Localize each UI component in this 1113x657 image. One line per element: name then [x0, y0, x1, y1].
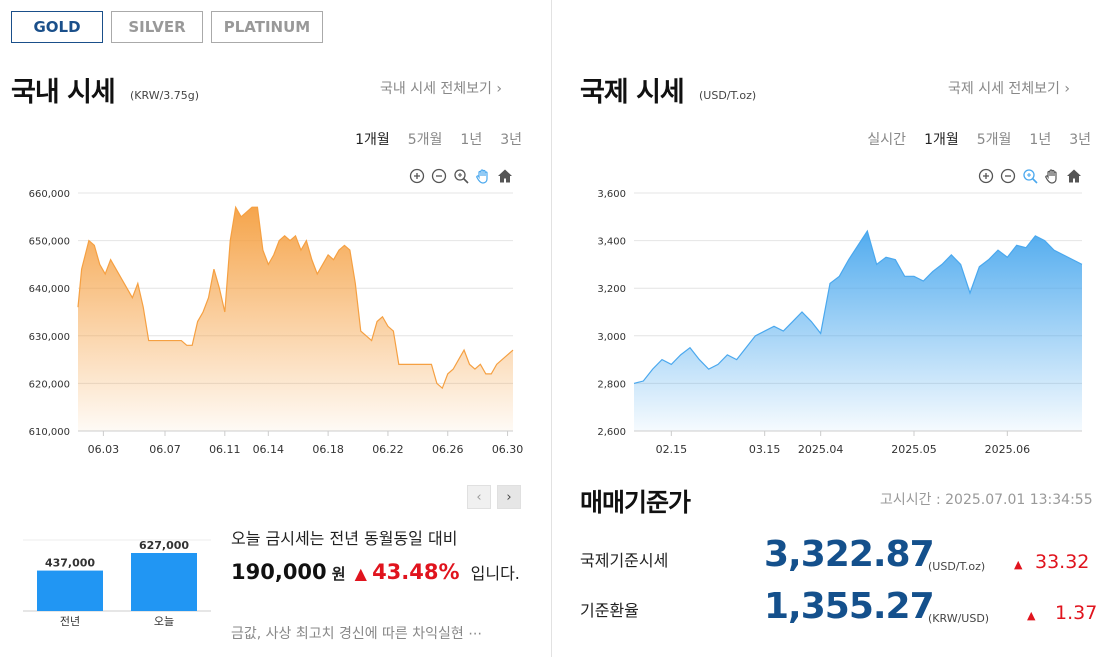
area-fill [78, 207, 513, 431]
x-tick-label: 06.30 [492, 443, 524, 456]
tab-silver[interactable]: SILVER [111, 11, 203, 43]
y-tick-label: 3,400 [597, 237, 626, 248]
news-pager: ‹ › [467, 485, 521, 509]
zoom-out-icon[interactable] [1000, 168, 1016, 184]
exchange-rate-change: 1.37 [1055, 602, 1098, 624]
y-tick-label: 640,000 [29, 284, 70, 295]
international-more-link[interactable]: 국제 시세 전체보기 › [948, 81, 1070, 97]
y-tick-label: 2,600 [597, 427, 626, 438]
international-chart-toolbar [978, 168, 1082, 184]
international-period-5m[interactable]: 5개월 [976, 132, 1012, 148]
bar-value-label: 437,000 [45, 557, 95, 570]
compare-bar [131, 553, 197, 611]
y-tick-label: 620,000 [29, 379, 70, 390]
international-unit: (USD/T.oz) [699, 89, 757, 102]
international-period-tabs: 실시간 1개월 5개월 1년 3년 [849, 129, 1091, 149]
zoom-select-icon[interactable] [1022, 168, 1038, 184]
international-period-1m[interactable]: 1개월 [924, 132, 959, 148]
x-tick-label: 06.22 [372, 443, 404, 456]
panel-divider [551, 0, 552, 657]
x-tick-label: 06.18 [312, 443, 344, 456]
bar-category-label: 오늘 [154, 615, 174, 628]
domestic-period-5m[interactable]: 5개월 [407, 132, 443, 148]
pan-hand-icon[interactable] [1044, 168, 1060, 184]
tab-gold[interactable]: GOLD [11, 11, 103, 43]
up-arrow-icon: ▲ [354, 564, 367, 583]
comparison-prefix: 오늘 금시세는 전년 동월동일 대비 [231, 529, 458, 548]
zoom-in-icon[interactable] [978, 168, 994, 184]
pan-hand-icon[interactable] [475, 168, 491, 184]
exchange-rate-unit: (KRW/USD) [928, 612, 990, 625]
domestic-chart-toolbar [409, 168, 513, 184]
metal-tabs: GOLD SILVER PLATINUM [11, 11, 323, 43]
y-tick-label: 610,000 [29, 427, 70, 438]
x-tick-label: 06.26 [432, 443, 464, 456]
trade-title: 매매기준가 [580, 488, 691, 517]
international-period-realtime[interactable]: 실시간 [867, 132, 907, 148]
domestic-period-1m[interactable]: 1개월 [355, 132, 390, 148]
series-line [77, 205, 514, 390]
y-tick-label: 3,000 [597, 332, 626, 343]
y-tick-label: 3,600 [597, 189, 626, 200]
comparison-currency: 원 [331, 565, 346, 583]
home-icon[interactable] [497, 168, 513, 184]
domestic-price-chart: 610,000 620,000 630,000 640,000 650,000 660,0… [29, 189, 524, 456]
comparison-suffix: 입니다. [470, 564, 520, 583]
x-tick-label: 2025.06 [985, 443, 1031, 456]
next-button[interactable]: › [497, 485, 521, 509]
y-tick-label: 660,000 [29, 189, 70, 200]
up-arrow-icon: ▲ [1027, 609, 1036, 622]
x-tick-label: 06.03 [88, 443, 120, 456]
comparison-amount: 190,000 [231, 560, 327, 584]
domestic-unit: (KRW/3.75g) [130, 89, 200, 102]
x-tick-label: 02.15 [656, 443, 688, 456]
intl-base-unit: (USD/T.oz) [928, 560, 986, 573]
comparison-summary: 오늘 금시세는 전년 동월동일 대비 190,000 원 ▲ 43.48% 입니… [231, 525, 521, 587]
y-tick-label: 3,200 [597, 284, 626, 295]
domestic-period-tabs: 1개월 5개월 1년 3년 [337, 129, 522, 149]
tab-platinum[interactable]: PLATINUM [211, 11, 323, 43]
international-title: 국제 시세 [580, 77, 685, 108]
x-tick-label: 2025.05 [891, 443, 937, 456]
x-tick-label: 06.14 [253, 443, 285, 456]
exchange-rate-value: 1,355.27 [764, 586, 935, 627]
zoom-select-icon[interactable] [453, 168, 469, 184]
exchange-rate-label: 기준환율 [580, 601, 639, 620]
x-tick-label: 2025.04 [798, 443, 844, 456]
y-tick-label: 650,000 [29, 237, 70, 248]
intl-base-change: 33.32 [1035, 551, 1090, 573]
intl-base-value: 3,322.87 [764, 534, 935, 575]
year-compare-chart: 437,000 전년 627,000 오늘 [23, 539, 211, 628]
zoom-out-icon[interactable] [431, 168, 447, 184]
domestic-period-3y[interactable]: 3년 [500, 132, 522, 148]
bar-value-label: 627,000 [139, 539, 189, 552]
international-period-1y[interactable]: 1년 [1029, 132, 1052, 148]
home-icon[interactable] [1066, 168, 1082, 184]
domestic-more-link[interactable]: 국내 시세 전체보기 › [380, 81, 502, 97]
notice-time: 고시시간 : 2025.07.01 13:34:55 [880, 492, 1093, 508]
prev-button[interactable]: ‹ [467, 485, 491, 509]
international-price-chart: 2,600 2,800 3,000 3,200 3,400 3,600 02.15 03.15… [597, 189, 1083, 456]
domestic-title: 국내 시세 [11, 77, 116, 108]
domestic-period-1y[interactable]: 1년 [460, 132, 483, 148]
series-line [633, 229, 1083, 384]
comparison-percent: 43.48% [372, 560, 460, 584]
x-tick-label: 03.15 [749, 443, 781, 456]
x-tick-label: 06.07 [149, 443, 181, 456]
y-tick-label: 630,000 [29, 332, 70, 343]
international-period-3y[interactable]: 3년 [1069, 132, 1091, 148]
intl-base-label: 국제기준시세 [580, 551, 669, 570]
y-tick-label: 2,800 [597, 379, 626, 390]
up-arrow-icon: ▲ [1014, 558, 1023, 571]
compare-bar [37, 570, 103, 611]
x-tick-label: 06.11 [209, 443, 241, 456]
zoom-in-icon[interactable] [409, 168, 425, 184]
area-fill [634, 231, 1082, 431]
bar-category-label: 전년 [60, 615, 80, 628]
news-headline[interactable]: 금값, 사상 최고치 경신에 따른 차익실현 ⋯ [231, 626, 483, 642]
